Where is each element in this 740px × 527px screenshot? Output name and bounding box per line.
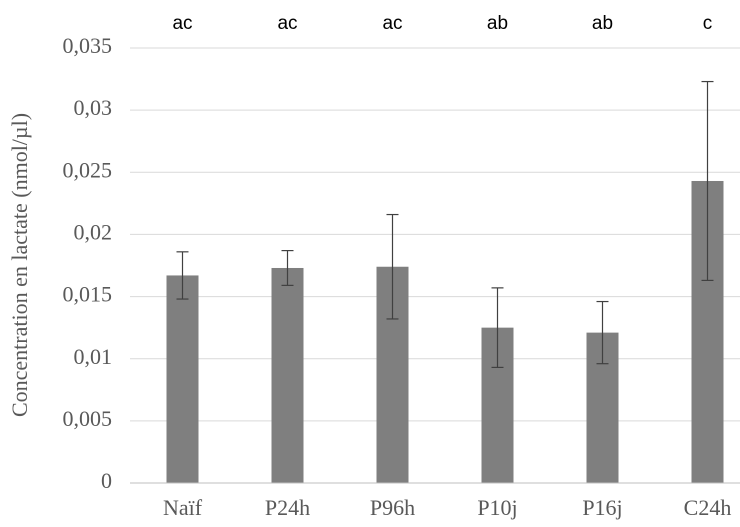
x-tick-label: C24h xyxy=(684,495,732,520)
y-tick-label: 0 xyxy=(101,468,112,493)
annotation: ab xyxy=(592,13,613,34)
error-bar xyxy=(281,249,294,286)
annotation: ac xyxy=(382,13,402,34)
y-axis-label: Concentration en lactate (nmol/µl) xyxy=(7,113,32,417)
error-bar xyxy=(701,80,714,282)
annotation: ac xyxy=(277,13,297,34)
y-tick-label: 0,015 xyxy=(63,282,113,307)
y-tick-label: 0,035 xyxy=(63,33,113,58)
x-tick-label: Naïf xyxy=(163,495,203,520)
bar xyxy=(271,267,304,483)
y-tick-label: 0,025 xyxy=(63,157,113,182)
error-bar xyxy=(596,300,609,365)
y-tick-label: 0,02 xyxy=(74,219,113,244)
error-bar xyxy=(386,213,399,320)
error-bar xyxy=(176,251,189,300)
annotation: ab xyxy=(487,13,508,34)
y-tick-label: 0,005 xyxy=(63,406,113,431)
bar xyxy=(166,275,199,483)
x-tick-label: P24h xyxy=(265,495,310,520)
x-tick-label: P10j xyxy=(477,495,517,520)
y-tick-label: 0,01 xyxy=(74,344,113,369)
annotation: c xyxy=(703,13,713,34)
y-tick-label: 0,03 xyxy=(74,95,113,120)
x-tick-label: P96h xyxy=(370,495,415,520)
error-bar xyxy=(491,287,504,369)
x-tick-label: P16j xyxy=(582,495,622,520)
annotation: ac xyxy=(172,13,192,34)
